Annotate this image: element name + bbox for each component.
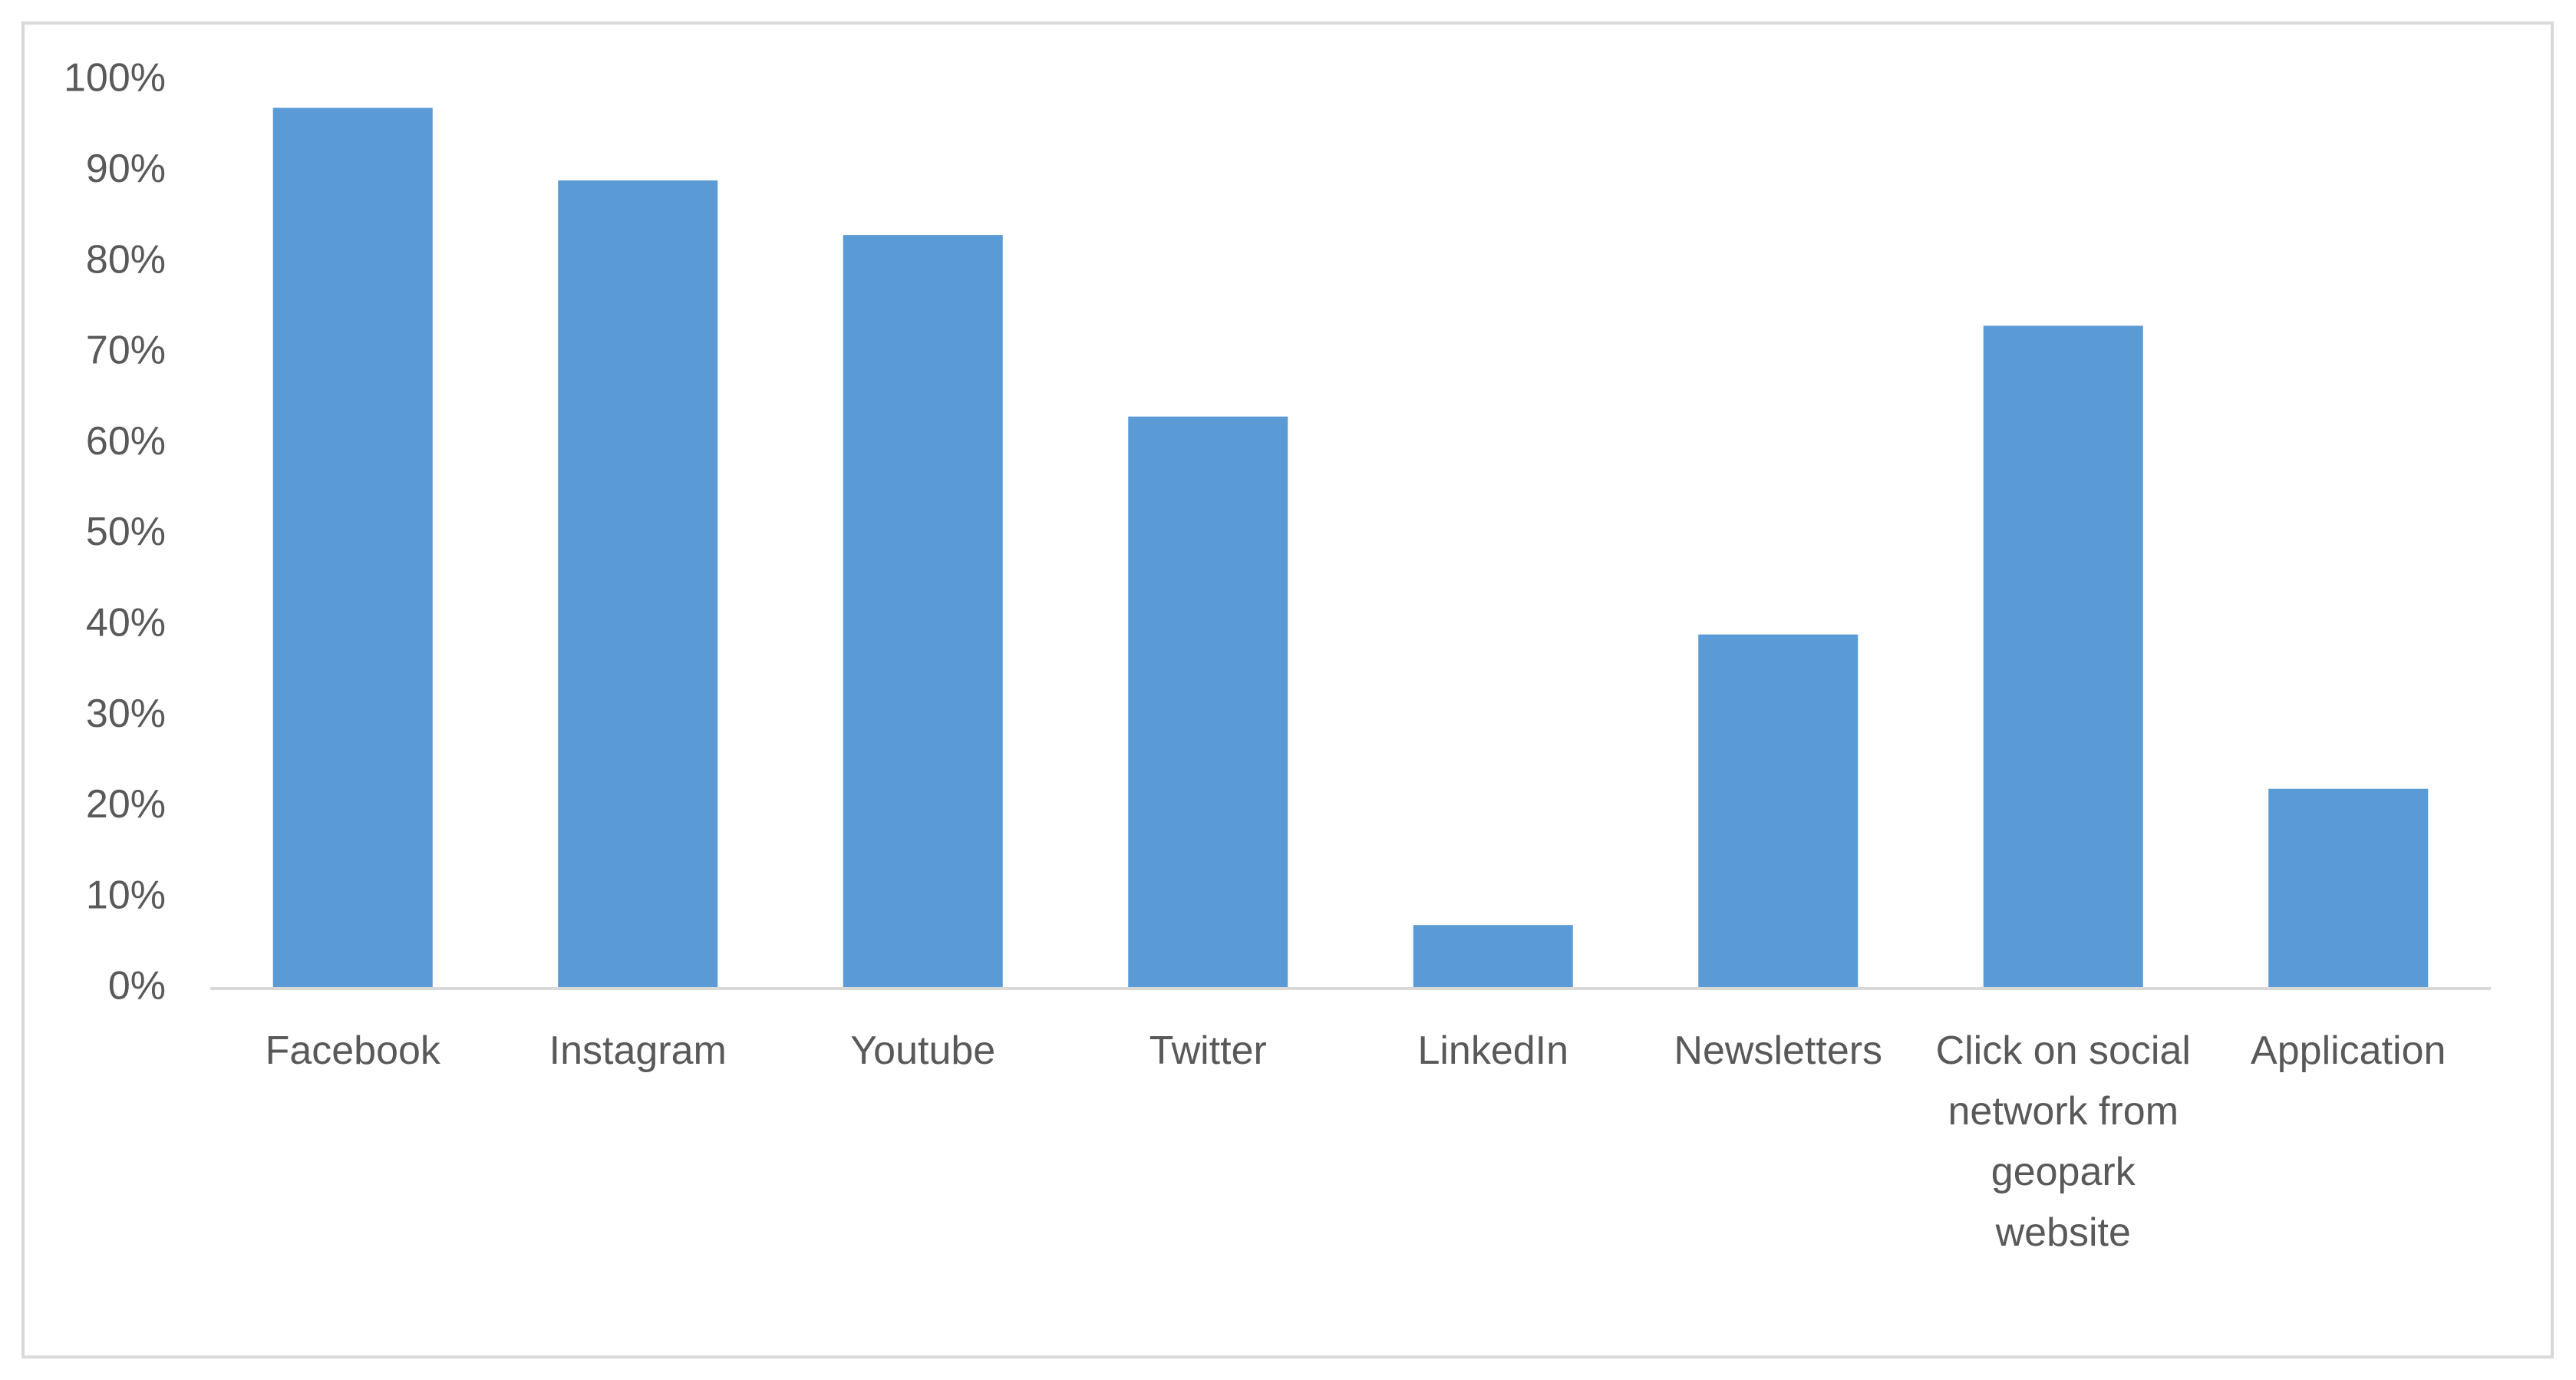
y-tick-label: 90% xyxy=(86,147,166,191)
x-tick-label: LinkedIn xyxy=(1417,1028,1569,1073)
bar xyxy=(843,235,1003,989)
x-tick-label: Youtube xyxy=(850,1028,996,1073)
y-tick-label: 30% xyxy=(86,692,166,736)
y-tick-label: 0% xyxy=(108,964,166,1009)
y-tick-label: 80% xyxy=(86,237,166,282)
chart-border xyxy=(21,21,2554,1359)
x-tick-label: Newsletters xyxy=(1674,1028,1883,1073)
y-tick-label: 100% xyxy=(64,56,166,101)
y-tick-label: 60% xyxy=(86,419,166,464)
y-tick-label: 70% xyxy=(86,328,166,373)
bar xyxy=(1983,325,2143,989)
bar xyxy=(558,180,718,989)
x-tick-label: Facebook xyxy=(265,1028,440,1073)
bar xyxy=(1698,634,1859,989)
y-tick-label: 50% xyxy=(86,510,166,554)
y-tick-label: 40% xyxy=(86,601,166,645)
bar xyxy=(1128,416,1288,989)
bar xyxy=(272,107,433,989)
bar xyxy=(2268,788,2429,989)
x-tick-label: Twitter xyxy=(1149,1028,1267,1073)
y-tick-label: 10% xyxy=(86,873,166,917)
bar xyxy=(1413,925,1573,989)
x-tick-label: Click on social network from geopark web… xyxy=(1935,1028,2191,1255)
y-tick-label: 20% xyxy=(86,782,166,827)
x-tick-label: Application xyxy=(2251,1028,2446,1073)
x-tick-label: Instagram xyxy=(549,1028,727,1073)
